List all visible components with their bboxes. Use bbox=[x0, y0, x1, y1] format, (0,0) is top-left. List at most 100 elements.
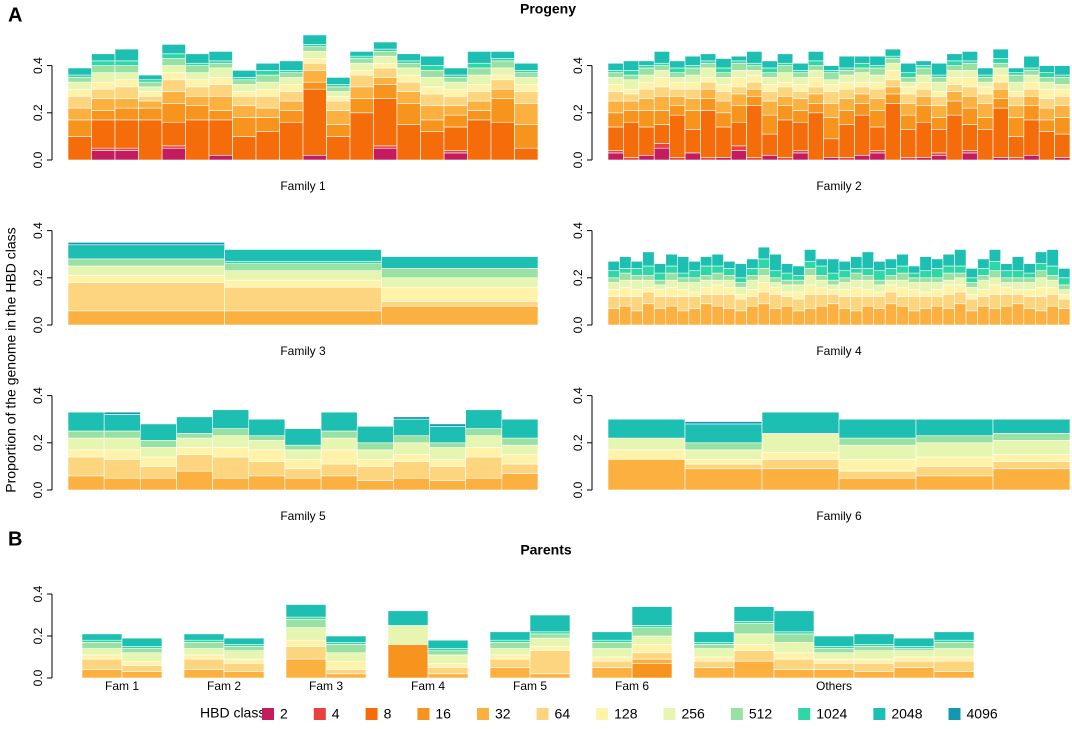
bar-segment bbox=[900, 86, 917, 95]
bar-segment bbox=[208, 51, 233, 62]
bar-segment bbox=[684, 468, 763, 491]
bar-segment bbox=[850, 286, 863, 297]
bar-segment bbox=[961, 107, 978, 125]
bar-segment bbox=[900, 93, 917, 104]
bar-segment bbox=[873, 270, 886, 281]
bar-segment bbox=[121, 646, 163, 649]
y-tick-label: 0.4 bbox=[31, 585, 45, 602]
bar-segment bbox=[853, 662, 895, 672]
bar-segment bbox=[114, 72, 139, 81]
bar-segment bbox=[373, 48, 398, 52]
bar-segment bbox=[780, 284, 794, 293]
bar-segment bbox=[356, 425, 394, 444]
bar-segment bbox=[465, 409, 503, 429]
bar-segment bbox=[393, 454, 430, 462]
bar-segment bbox=[185, 65, 210, 73]
bar-segment bbox=[780, 272, 794, 281]
bar-segment bbox=[591, 656, 633, 662]
bar-segment bbox=[349, 112, 374, 161]
bar-segment bbox=[734, 310, 747, 326]
bar-segment bbox=[176, 416, 213, 434]
bar-segment bbox=[373, 62, 398, 69]
bar-segment bbox=[1054, 77, 1071, 85]
bar-segment bbox=[1035, 277, 1048, 288]
bar-segment bbox=[988, 260, 1002, 272]
bar-segment bbox=[715, 91, 732, 102]
bar-segment bbox=[176, 454, 213, 472]
bar-segment bbox=[396, 103, 421, 125]
bar-segment bbox=[769, 286, 782, 295]
bar-segment bbox=[279, 72, 304, 78]
bar-segment bbox=[977, 67, 994, 76]
bar-segment bbox=[884, 103, 901, 161]
bar-segment bbox=[734, 263, 747, 279]
bar-segment bbox=[279, 110, 304, 123]
bar-segment bbox=[325, 669, 367, 675]
bar-segment bbox=[807, 60, 824, 66]
bar-segment bbox=[81, 641, 123, 649]
y-tick-label: 0.0 bbox=[31, 669, 45, 686]
bar-segment bbox=[873, 260, 886, 272]
bar-segment bbox=[715, 77, 732, 85]
bar-segment bbox=[827, 284, 840, 290]
bar-segment bbox=[900, 114, 917, 130]
bar-segment bbox=[693, 656, 735, 662]
bar-segment bbox=[734, 294, 747, 300]
bar-segment bbox=[992, 107, 1009, 158]
bar-segment bbox=[730, 60, 747, 64]
bar-segment bbox=[161, 53, 186, 59]
bar-segment bbox=[591, 648, 633, 658]
bar-segment bbox=[489, 658, 531, 668]
bar-segment bbox=[693, 648, 735, 658]
bar-segment bbox=[854, 114, 871, 156]
bar-segment bbox=[854, 93, 871, 104]
bar-segment bbox=[746, 62, 763, 66]
bar-segment bbox=[669, 114, 686, 158]
bar-segment bbox=[931, 105, 948, 118]
bar-segment bbox=[91, 65, 116, 73]
bar-segment bbox=[373, 147, 398, 161]
bar-segment bbox=[919, 277, 932, 283]
bar-segment bbox=[915, 456, 994, 467]
group-label: Fam 6 bbox=[615, 679, 649, 693]
bar-segment bbox=[915, 157, 932, 161]
bar-segment bbox=[302, 70, 327, 83]
bar-segment bbox=[183, 648, 225, 656]
bar-segment bbox=[693, 631, 735, 643]
bar-segment bbox=[730, 62, 747, 71]
bar-segment bbox=[838, 470, 917, 479]
bar-segment bbox=[443, 81, 468, 90]
bar-segment bbox=[777, 65, 794, 73]
bar-segment bbox=[1035, 263, 1048, 272]
bar-segment bbox=[279, 60, 304, 71]
bar-segment bbox=[700, 53, 717, 62]
bar-segment bbox=[607, 437, 686, 451]
bar-segment bbox=[1038, 107, 1055, 121]
bar-segment bbox=[684, 442, 763, 451]
bar-segment bbox=[761, 84, 778, 92]
bar-segment bbox=[931, 258, 944, 269]
legend-swatch bbox=[948, 708, 961, 720]
bar-segment bbox=[915, 65, 932, 69]
bar-segment bbox=[992, 433, 1071, 441]
bar-segment bbox=[176, 447, 213, 455]
bar-segment bbox=[138, 79, 163, 83]
bar-segment bbox=[884, 303, 898, 326]
bar-segment bbox=[893, 648, 935, 651]
bar-segment bbox=[653, 296, 667, 309]
bar-segment bbox=[869, 67, 886, 76]
bar-segment bbox=[977, 305, 990, 326]
bar-segment bbox=[919, 308, 932, 326]
bar-segment bbox=[942, 308, 955, 326]
bar-segment bbox=[688, 282, 701, 293]
bar-segment bbox=[684, 129, 701, 154]
bar-segment bbox=[607, 449, 686, 460]
bar-segment bbox=[320, 449, 358, 465]
legend-swatch bbox=[873, 708, 886, 720]
bar-segment bbox=[607, 62, 624, 71]
bar-segment bbox=[780, 296, 794, 307]
bar-segment bbox=[161, 147, 186, 161]
bar-segment bbox=[232, 91, 257, 97]
bar-segment bbox=[746, 65, 763, 71]
bar-segment bbox=[138, 119, 163, 161]
